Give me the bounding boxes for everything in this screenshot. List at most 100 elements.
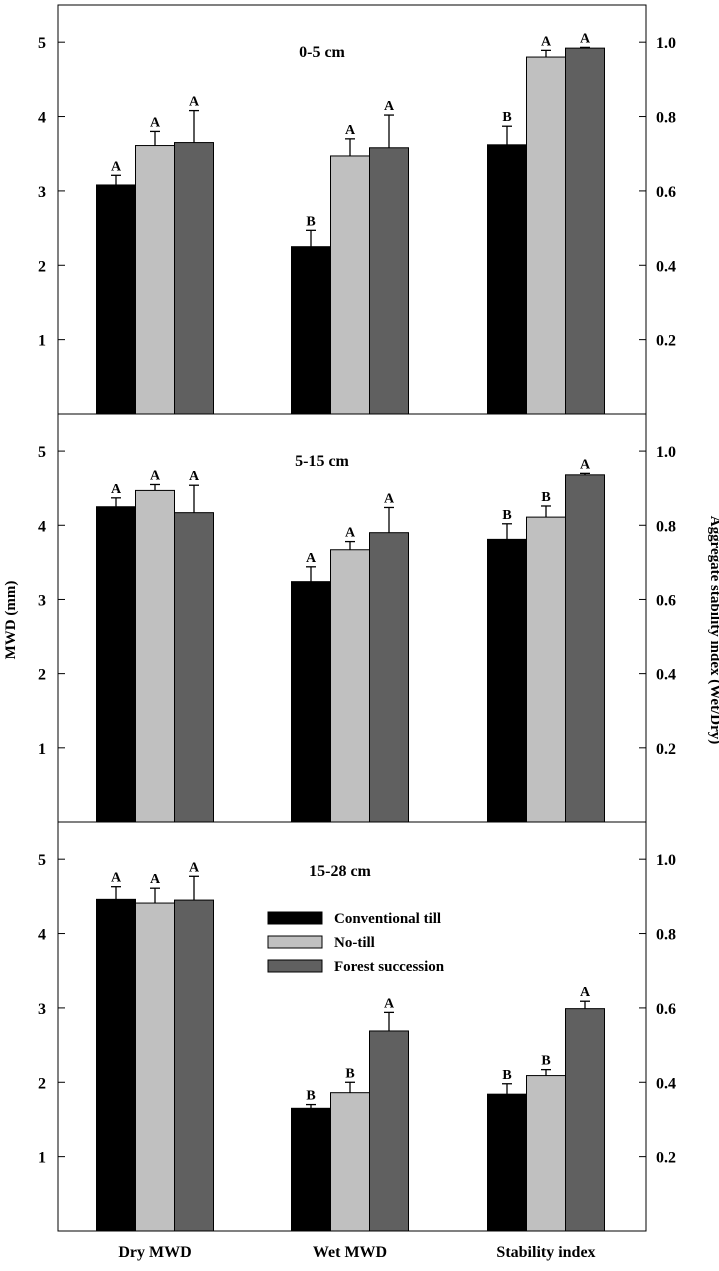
right-tick-label: 0.8	[656, 110, 676, 127]
bar	[291, 581, 331, 823]
bar	[526, 516, 566, 823]
panel-title: 0-5 cm	[299, 44, 345, 61]
significance-letter: A	[150, 872, 161, 887]
bar	[174, 512, 214, 823]
category-label: Dry MWD	[118, 1244, 191, 1261]
bar	[369, 532, 409, 823]
left-tick-label: 4	[38, 927, 46, 944]
significance-letter: A	[580, 985, 591, 1000]
left-tick-label: 3	[38, 592, 46, 609]
panel-3: 1 2 3 4 5 0.2 0.4 0.6 0.8 1.0 15-28 cm A B B A B B A A A	[38, 821, 676, 1232]
panel-title: 5-15 cm	[295, 453, 349, 470]
left-axis-title: MWD (mm)	[3, 581, 19, 660]
right-tick-label: 0.8	[656, 927, 676, 944]
bar	[96, 184, 136, 415]
bar	[135, 902, 175, 1232]
bar	[291, 1107, 331, 1232]
right-tick-label: 1.0	[656, 444, 676, 461]
left-tick-label: 2	[38, 667, 46, 684]
significance-letter: A	[541, 34, 552, 49]
significance-letter: A	[150, 115, 161, 130]
left-tick-label: 4	[38, 518, 46, 535]
left-tick-label: 5	[38, 852, 46, 869]
right-tick-label: 0.6	[656, 592, 676, 609]
left-tick-label: 1	[38, 333, 46, 350]
panel-title: 15-28 cm	[309, 863, 371, 880]
significance-letter: A	[111, 159, 122, 174]
bar	[526, 1075, 566, 1232]
left-tick-label: 4	[38, 110, 46, 127]
legend: Conventional till No-till Forest successio…	[267, 911, 445, 975]
significance-letter: A	[306, 551, 317, 566]
bar	[291, 246, 331, 415]
legend-label: Forest succession	[334, 959, 445, 975]
bar	[135, 489, 175, 823]
significance-letter: B	[541, 1054, 550, 1069]
bar	[96, 898, 136, 1232]
bar	[565, 47, 605, 415]
chart-panels: 1 2 3 4 5 0.2 0.4 0.6 0.8 1.0 0-5 cm A B B A A A A A A 1 2 3 4 5…	[38, 4, 676, 1232]
significance-letter: A	[150, 468, 161, 483]
bar	[330, 1092, 370, 1232]
left-tick-label: 1	[38, 741, 46, 758]
category-labels: Dry MWD Wet MWD Stability index	[118, 1244, 595, 1261]
significance-letter: A	[345, 123, 356, 138]
significance-letter: A	[384, 996, 395, 1011]
legend-swatch	[267, 959, 323, 973]
right-tick-label: 0.4	[656, 1075, 676, 1092]
left-tick-label: 2	[38, 258, 46, 275]
legend-swatch	[267, 911, 323, 925]
legend-label: Conventional till	[334, 911, 441, 927]
bar	[330, 549, 370, 823]
right-tick-label: 0.4	[656, 258, 676, 275]
significance-letter: A	[111, 482, 122, 497]
left-tick-label: 2	[38, 1075, 46, 1092]
significance-letter: A	[580, 457, 591, 472]
left-tick-label: 1	[38, 1150, 46, 1167]
bar	[526, 56, 566, 415]
right-tick-label: 1.0	[656, 852, 676, 869]
significance-letter: B	[306, 214, 315, 229]
significance-letter: B	[502, 1068, 511, 1083]
significance-letter: A	[384, 491, 395, 506]
significance-letter: B	[502, 508, 511, 523]
bar	[96, 506, 136, 823]
legend-label: No-till	[334, 935, 375, 951]
bar	[369, 1030, 409, 1232]
right-tick-label: 0.2	[656, 333, 676, 350]
bar	[487, 1093, 527, 1232]
left-tick-label: 3	[38, 184, 46, 201]
significance-letter: B	[502, 110, 511, 125]
panel-1: 1 2 3 4 5 0.2 0.4 0.6 0.8 1.0 0-5 cm A B B A A A A A A	[38, 4, 676, 415]
bar	[135, 145, 175, 415]
significance-letter: A	[580, 31, 591, 46]
significance-letter: B	[306, 1089, 315, 1104]
right-tick-label: 0.6	[656, 184, 676, 201]
right-tick-label: 0.4	[656, 667, 676, 684]
right-tick-label: 0.2	[656, 741, 676, 758]
bar	[487, 538, 527, 823]
left-tick-label: 5	[38, 35, 46, 52]
significance-letter: B	[541, 490, 550, 505]
significance-letter: A	[384, 99, 395, 114]
significance-letter: A	[345, 526, 356, 541]
bar	[487, 144, 527, 415]
left-tick-label: 5	[38, 444, 46, 461]
bar	[369, 147, 409, 415]
category-label: Stability index	[496, 1244, 595, 1261]
significance-letter: A	[189, 95, 200, 110]
bar	[565, 1008, 605, 1232]
right-tick-label: 0.8	[656, 518, 676, 535]
right-axis-title: Aggregate stability index (Wet/Dry)	[707, 516, 719, 744]
significance-letter: A	[189, 860, 200, 875]
legend-swatch	[267, 935, 323, 949]
right-tick-label: 1.0	[656, 35, 676, 52]
significance-letter: B	[345, 1066, 354, 1081]
bar	[174, 899, 214, 1232]
bar	[565, 474, 605, 823]
category-label: Wet MWD	[313, 1244, 387, 1261]
significance-letter: A	[189, 469, 200, 484]
right-tick-label: 0.6	[656, 1001, 676, 1018]
panel-2: 1 2 3 4 5 0.2 0.4 0.6 0.8 1.0 5-15 cm A A B A A B A A A	[38, 413, 676, 823]
